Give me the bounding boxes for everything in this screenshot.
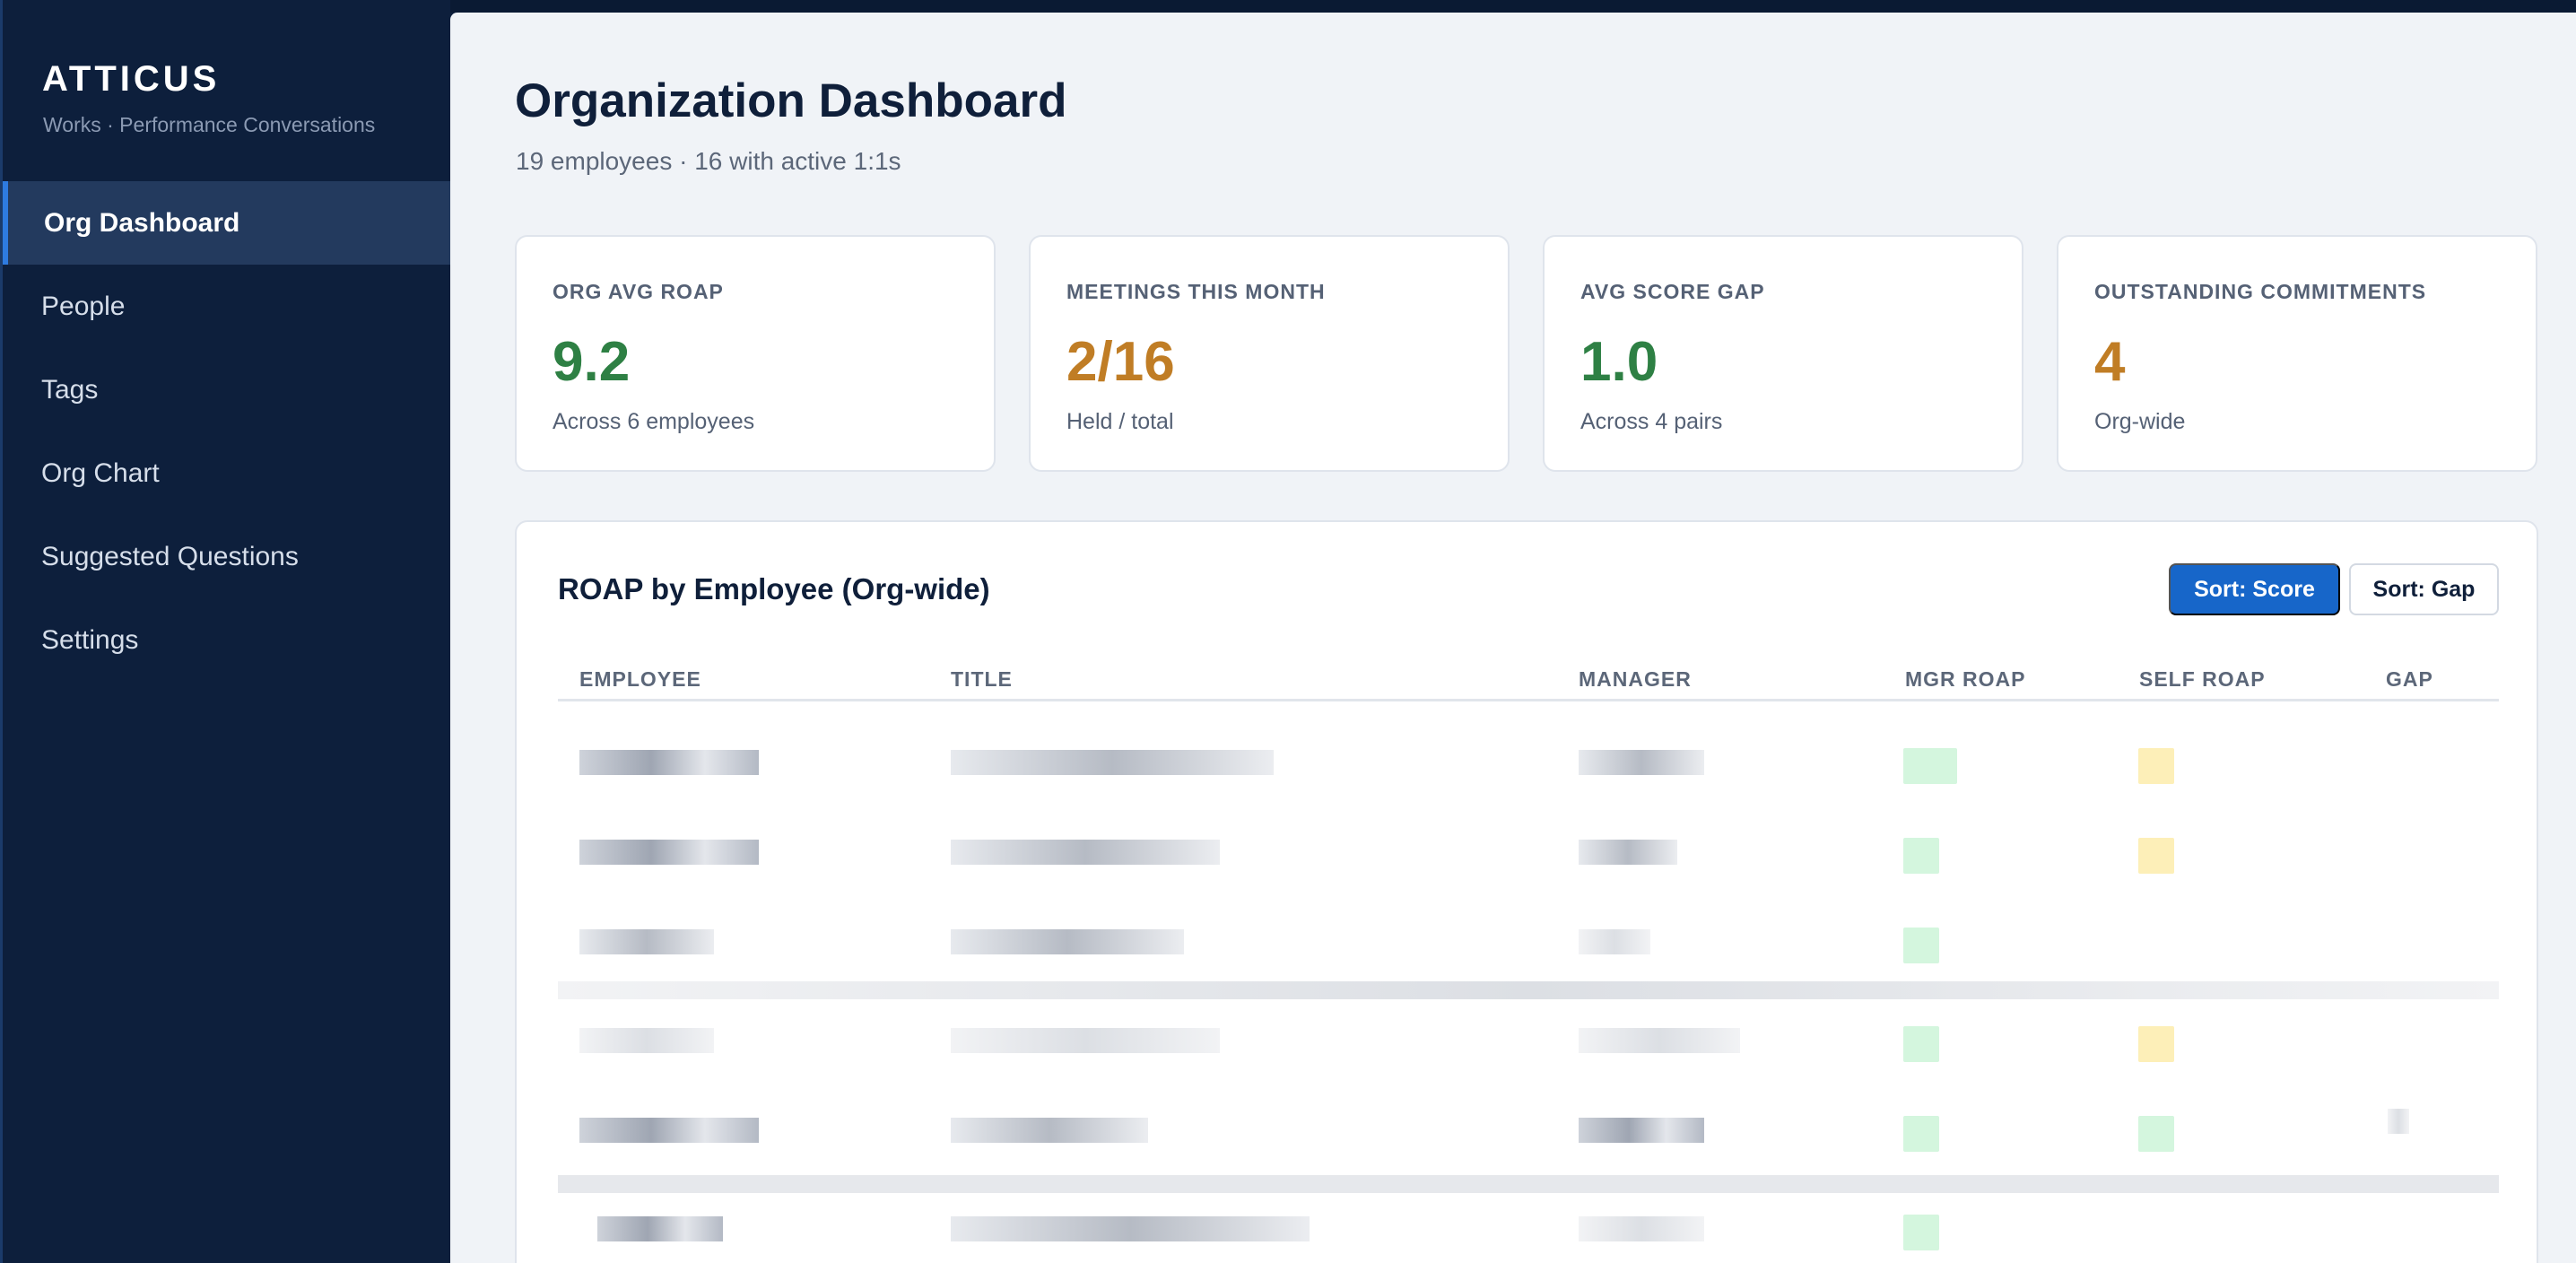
column-header-title[interactable]: TITLE [951,667,1013,691]
sidebar-item-tags[interactable]: Tags [41,374,99,405]
kpi-value: 1.0 [1580,331,1658,393]
main-content: Organization Dashboard 19 employees · 16… [450,13,2576,1263]
column-header-mgr-roap[interactable]: MGR ROAP [1905,667,2026,691]
column-header-manager[interactable]: MANAGER [1579,667,1692,691]
title-cell-redacted [951,1216,1310,1241]
sidebar-item-org-chart[interactable]: Org Chart [41,457,160,488]
page-title: Organization Dashboard [515,74,1067,127]
sidebar: ATTICUS Works · Performance Conversation… [0,0,453,1263]
manager-cell-redacted [1579,750,1704,775]
page-subtitle: 19 employees · 16 with active 1:1s [516,147,901,175]
kpi-value: 4 [2094,331,2126,393]
employee-cell-redacted [579,929,714,954]
kpi-note: Org-wide [2094,409,2186,434]
mgr-roap-badge [1903,838,1939,874]
table-row[interactable] [558,997,2499,1087]
self-roap-badge [2138,1116,2174,1152]
employee-cell-redacted [597,1216,723,1241]
title-cell-redacted [951,1028,1220,1053]
gap-cell-redacted [2388,1109,2409,1134]
mgr-roap-badge [1903,1215,1939,1250]
panel-title: ROAP by Employee (Org-wide) [558,572,990,605]
row-divider [558,981,2499,999]
manager-cell-redacted [1579,1028,1740,1053]
sidebar-nav: Org Dashboard People Tags Org Chart Sugg… [3,181,453,682]
kpi-card-org-avg-roap: ORG AVG ROAP 9.2 Across 6 employees [515,235,996,472]
top-bar [0,0,2576,13]
mgr-roap-badge [1903,1026,1939,1062]
employee-cell-redacted [579,1028,714,1053]
kpi-card-outstanding-commitments: OUTSTANDING COMMITMENTS 4 Org-wide [2057,235,2537,472]
brand-subtitle: Works · Performance Conversations [43,113,376,136]
title-cell-redacted [951,1118,1148,1143]
table-row[interactable] [558,1087,2499,1177]
kpi-label: AVG SCORE GAP [1580,280,1765,303]
title-cell-redacted [951,840,1220,865]
mgr-roap-badge [1903,928,1939,963]
table-row[interactable] [558,899,2499,989]
employee-cell-redacted [579,750,759,775]
employee-cell-redacted [579,840,759,865]
manager-cell-redacted [1579,840,1677,865]
table-row[interactable] [558,719,2499,809]
table-row[interactable] [558,809,2499,899]
employee-cell-redacted [579,1118,759,1143]
kpi-label: ORG AVG ROAP [553,280,724,303]
column-header-gap[interactable]: GAP [2386,667,2433,691]
row-divider [558,1175,2499,1193]
kpi-label: OUTSTANDING COMMITMENTS [2094,280,2427,303]
column-header-employee[interactable]: EMPLOYEE [579,667,701,691]
kpi-note: Across 6 employees [553,409,755,434]
column-header-self-roap[interactable]: SELF ROAP [2139,667,2266,691]
kpi-value: 9.2 [553,331,631,393]
table-row[interactable] [558,1186,2499,1263]
kpi-card-avg-score-gap: AVG SCORE GAP 1.0 Across 4 pairs [1543,235,2023,472]
kpi-card-meetings-this-month: MEETINGS THIS MONTH 2/16 Held / total [1029,235,1510,472]
sidebar-item-people[interactable]: People [41,291,126,321]
sort-score-button[interactable]: Sort: Score [2169,563,2340,615]
sidebar-item-suggested-questions[interactable]: Suggested Questions [41,541,299,571]
manager-cell-redacted [1579,1118,1704,1143]
kpi-note: Held / total [1066,409,1174,434]
sort-gap-button[interactable]: Sort: Gap [2349,563,2499,615]
kpi-label: MEETINGS THIS MONTH [1066,280,1326,303]
manager-cell-redacted [1579,1216,1704,1241]
kpi-note: Across 4 pairs [1580,409,1723,434]
self-roap-badge [2138,1026,2174,1062]
self-roap-badge [2138,838,2174,874]
manager-cell-redacted [1579,929,1650,954]
title-cell-redacted [951,929,1184,954]
mgr-roap-badge [1903,1116,1939,1152]
sidebar-item-org-dashboard[interactable]: Org Dashboard [3,181,453,265]
self-roap-badge [2138,748,2174,784]
table-header: EMPLOYEE TITLE MANAGER MGR ROAP SELF ROA… [558,662,2499,701]
brand-logo: ATTICUS [42,59,221,99]
kpi-value: 2/16 [1066,331,1175,393]
title-cell-redacted [951,750,1274,775]
mgr-roap-badge [1903,748,1957,784]
roap-table-panel: ROAP by Employee (Org-wide) Sort: Score … [515,520,2538,1263]
sidebar-item-settings[interactable]: Settings [41,624,139,655]
